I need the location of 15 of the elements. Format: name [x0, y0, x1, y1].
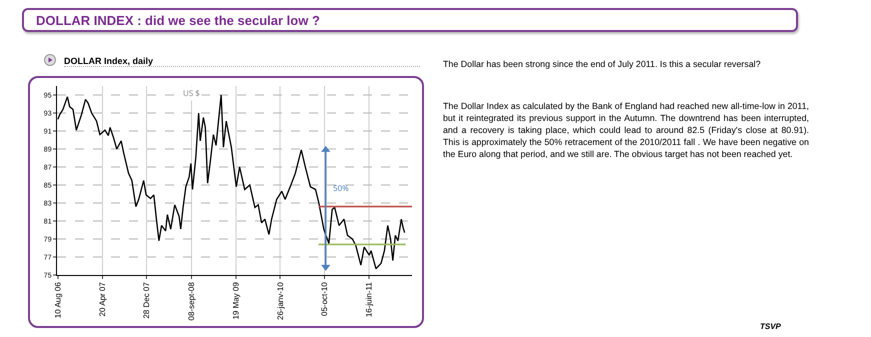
text: TSVP [760, 322, 781, 331]
text: The Dollar Index as calculated by the Bank of England had reached new all-time-low in 2011, but it reintegrated its previous support in the Autumn. The downtrend has been interrupted, and a recovery is taking place, which could lead to around 82.5 (Friday's close at 80.91). This is approximately the 50% retracement of the 2010/2011 fall . We have been negative on the Euro along that period, and we still are. The obvious target has not been reached yet. [443, 100, 809, 160]
x-tick-label: 28 Dec 07 [142, 282, 152, 319]
annotation: US $ [183, 88, 200, 99]
x-tick-label: 05-oct-10 [320, 282, 330, 316]
chart-title: DOLLAR INDEX : did we see the secular low ? [22, 8, 798, 32]
x-tick-label: 19 May 09 [232, 282, 241, 320]
x-tick-label: 16-juin-11 [364, 282, 374, 318]
x-tick-label: 10 Aug 06 [53, 282, 62, 318]
x-tick-label: 20 Apr 07 [98, 282, 107, 316]
text: The Dollar has been strong since the end of July 2011. Is this a secular reversal? [443, 58, 762, 70]
chart-subtitle: DOLLAR Index, daily [64, 56, 420, 67]
annotation: 50% [333, 183, 350, 194]
x-tick-label: 08-sept-08 [187, 282, 196, 320]
x-tick-label: 26-janv-10 [276, 282, 285, 320]
